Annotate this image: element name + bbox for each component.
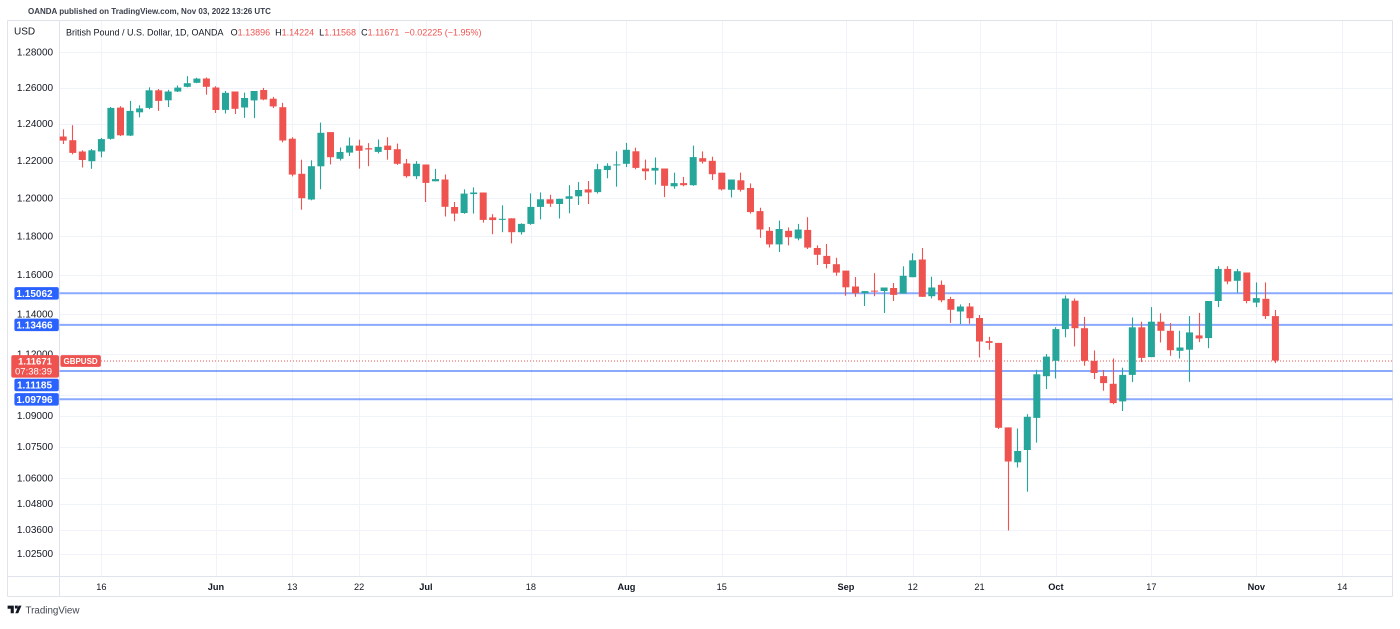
svg-text:1.06000: 1.06000 — [17, 474, 54, 485]
svg-text:TradingView: TradingView — [26, 606, 81, 617]
svg-text:07:38:39: 07:38:39 — [15, 366, 52, 377]
svg-text:1.09000: 1.09000 — [17, 411, 54, 422]
svg-text:1.18000: 1.18000 — [17, 231, 54, 242]
svg-text:Jun: Jun — [208, 582, 225, 592]
svg-text:12: 12 — [908, 582, 918, 592]
svg-text:USD: USD — [14, 27, 35, 38]
svg-text:1.13466: 1.13466 — [16, 320, 53, 331]
svg-text:1.09796: 1.09796 — [16, 395, 53, 406]
svg-text:Jul: Jul — [419, 582, 432, 592]
svg-text:17: 17 — [1146, 582, 1156, 592]
svg-text:1.20000: 1.20000 — [17, 193, 54, 204]
svg-text:1.16000: 1.16000 — [17, 270, 54, 281]
svg-text:Aug: Aug — [617, 582, 635, 592]
svg-text:GBPUSD: GBPUSD — [63, 357, 97, 366]
svg-text:1.03600: 1.03600 — [17, 525, 54, 536]
svg-text:1.22000: 1.22000 — [17, 156, 54, 167]
svg-text:1.28000: 1.28000 — [17, 48, 54, 59]
svg-text:1.07500: 1.07500 — [17, 442, 54, 453]
svg-text:1.04800: 1.04800 — [17, 499, 54, 510]
svg-text:18: 18 — [526, 582, 536, 592]
svg-text:OANDA published on TradingView: OANDA published on TradingView.com, Nov … — [28, 7, 271, 16]
svg-text:1.12000: 1.12000 — [17, 350, 54, 361]
svg-text:1.14000: 1.14000 — [17, 310, 54, 321]
svg-text:Oct: Oct — [1048, 582, 1063, 592]
svg-text:22: 22 — [354, 582, 364, 592]
svg-text:Nov: Nov — [1248, 582, 1266, 592]
svg-text:21: 21 — [974, 582, 984, 592]
svg-text:1.02500: 1.02500 — [17, 549, 54, 560]
svg-text:Sep: Sep — [837, 582, 854, 592]
svg-text:1.11671: 1.11671 — [18, 356, 53, 367]
svg-text:1.15062: 1.15062 — [16, 289, 53, 300]
svg-text:15: 15 — [717, 582, 727, 592]
svg-text:16: 16 — [96, 582, 106, 592]
svg-text:1.26000: 1.26000 — [17, 83, 54, 94]
svg-text:1.24000: 1.24000 — [17, 119, 54, 130]
svg-text:14: 14 — [1337, 582, 1347, 592]
svg-text:13: 13 — [287, 582, 297, 592]
svg-text:1.11185: 1.11185 — [17, 381, 52, 392]
